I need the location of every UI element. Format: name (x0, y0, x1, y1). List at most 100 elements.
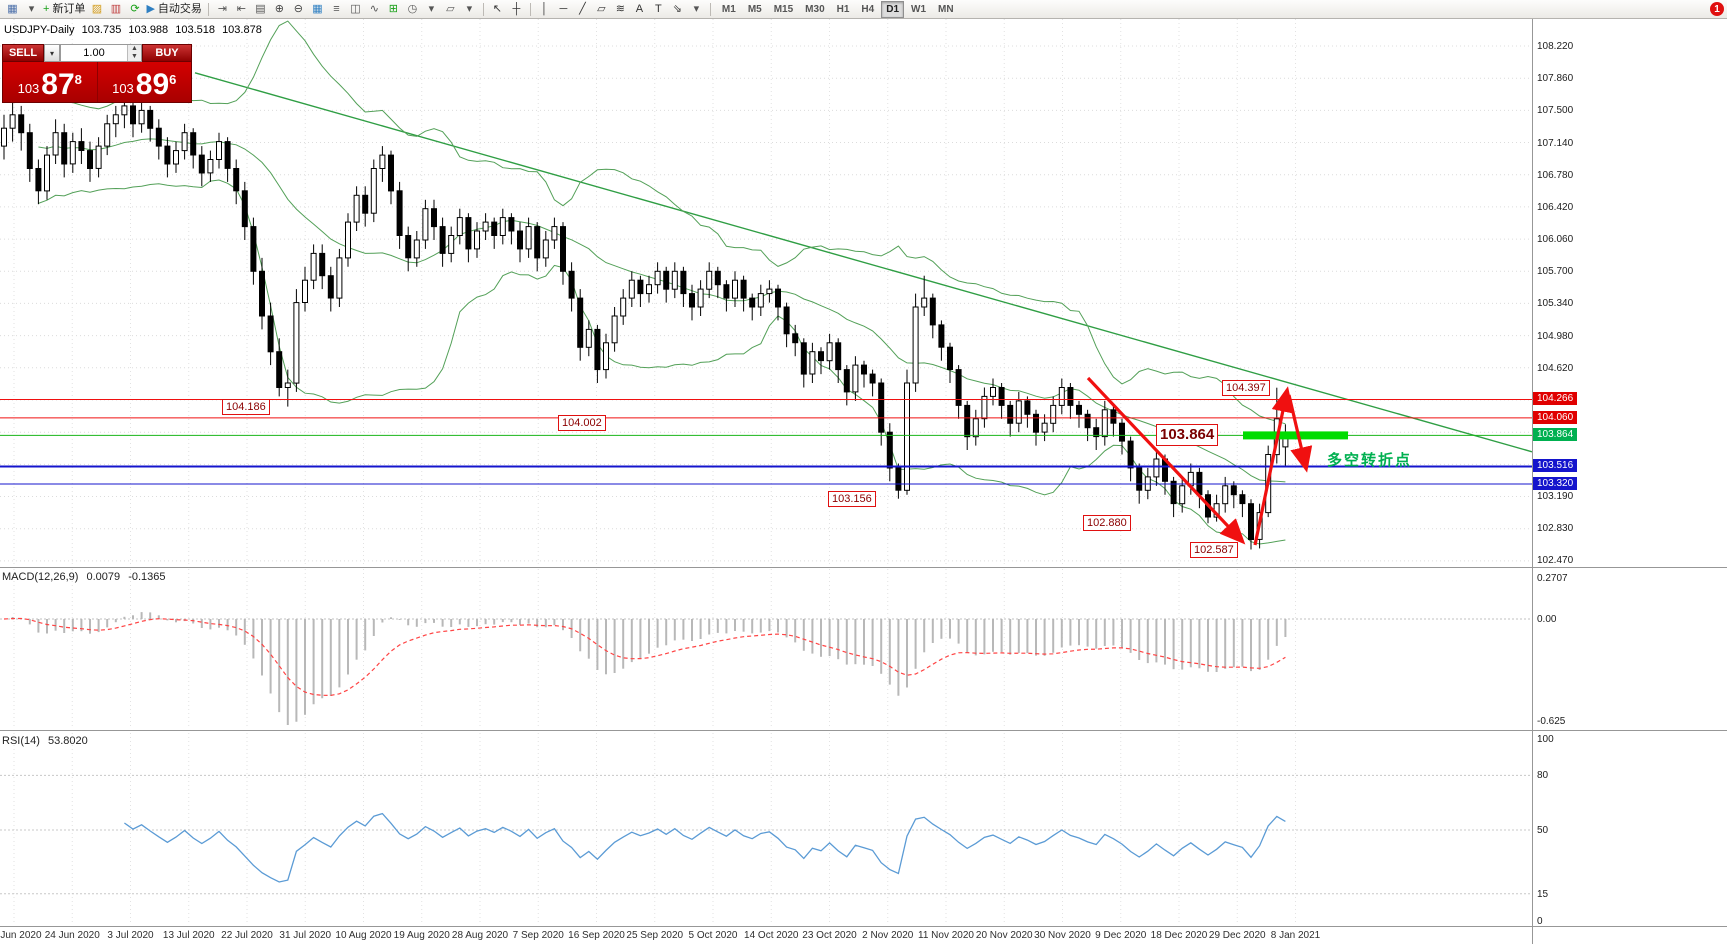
candle-body (78, 141, 85, 152)
periods-dropdown-icon[interactable]: ▾ (422, 2, 441, 17)
candle-body (1222, 485, 1229, 505)
candle (147, 105, 154, 142)
candle (947, 342, 953, 383)
label-icon[interactable]: T (649, 2, 668, 17)
candle (1153, 450, 1160, 486)
candle-body (732, 279, 738, 299)
crosshair-icon[interactable]: ┼ (507, 2, 526, 17)
date-axis-label: 29 Dec 2020 (1208, 930, 1266, 941)
one-click-trading-panel: SELL ▾ ▲ ▼ BUY 103 87 8 103 89 6 (2, 44, 192, 103)
price-axis-label: 102.470 (1537, 555, 1574, 566)
candle (921, 275, 928, 316)
trade-options-dropdown-icon[interactable]: ▾ (44, 44, 60, 62)
arrows-dropdown-icon[interactable]: ▾ (687, 2, 706, 17)
candle-body (95, 145, 102, 169)
text-icon[interactable]: A (630, 2, 649, 17)
new-order-button[interactable]: + 新订单 (41, 2, 87, 17)
candle (628, 271, 635, 307)
auto-trading-button[interactable]: ▶ 自动交易 (144, 2, 203, 17)
auto-refresh-icon[interactable]: ⟳ (125, 2, 144, 17)
new-window-icon[interactable]: ⊞ (384, 2, 403, 17)
candle (69, 132, 76, 173)
fibonacci-icon[interactable]: ≋ (611, 2, 630, 17)
candle-body (250, 226, 257, 272)
auto-scroll-icon[interactable]: ⇤ (232, 2, 251, 17)
bar-chart-icon[interactable]: ≡ (327, 2, 346, 17)
timeframe-button-mn[interactable]: MN (938, 3, 954, 15)
line-chart-icon[interactable]: ∿ (365, 2, 384, 17)
volume-up-icon[interactable]: ▲ (128, 45, 141, 53)
volume-down-icon[interactable]: ▼ (128, 53, 141, 61)
horizontal-line-icon[interactable]: ─ (554, 2, 573, 17)
timeframe-button-h1[interactable]: H1 (836, 3, 850, 15)
periods-icon[interactable]: ◷ (403, 2, 422, 17)
sell-price[interactable]: 103 87 8 (3, 62, 97, 102)
candle-body (714, 270, 721, 286)
candle-body (1050, 404, 1057, 424)
timeframe-button-m1[interactable]: M1 (721, 3, 736, 15)
timeframe-button-m30[interactable]: M30 (805, 3, 825, 15)
candle (1101, 400, 1108, 446)
trendline-icon[interactable]: ╱ (573, 2, 592, 17)
chart-shift-icon[interactable]: ⇥ (213, 2, 232, 17)
grid-toggle-icon[interactable]: ▤ (251, 2, 270, 17)
zoom-out-icon[interactable]: ⊖ (289, 2, 308, 17)
arrows-tool-icon[interactable]: ⇘ (668, 2, 687, 17)
timeframe-button-h4[interactable]: H4 (861, 3, 875, 15)
candle (456, 208, 463, 245)
zoom-in-icon[interactable]: ⊕ (270, 2, 289, 17)
candle (353, 186, 360, 231)
channel-icon: ▱ (597, 2, 606, 15)
tile-windows-icon[interactable]: ▦ (308, 2, 327, 17)
price-axis-badge: 103.516 (1533, 459, 1578, 472)
template-icon[interactable]: ▱ (441, 2, 460, 17)
candle (1282, 424, 1289, 467)
timeframe-button-w1[interactable]: W1 (911, 3, 927, 15)
candle (396, 181, 403, 249)
pane-separator[interactable] (0, 730, 1727, 731)
chart-list-dropdown-icon[interactable]: ▾ (22, 2, 41, 17)
template-dropdown-icon[interactable]: ▾ (460, 2, 479, 17)
candle (818, 347, 824, 375)
timeframe-button-m5[interactable]: M5 (747, 3, 762, 15)
date-axis-label: 15 Jun 2020 (0, 930, 42, 941)
cursor-icon[interactable]: ↖ (488, 2, 507, 17)
buy-price[interactable]: 103 89 6 (96, 62, 192, 102)
candle (198, 146, 205, 187)
candle (413, 231, 420, 267)
price-axis-badge: 103.864 (1533, 428, 1578, 441)
toolbox-icon[interactable]: ▨ (87, 2, 106, 17)
market-watch-icon[interactable]: ▥ (106, 2, 125, 17)
candle (465, 213, 472, 263)
highlight-zone-bar (1243, 431, 1348, 440)
chart-list-dropdown-icon: ▾ (28, 2, 35, 15)
timeframe-button-m15[interactable]: M15 (773, 3, 794, 15)
candle-body (1248, 503, 1254, 541)
candle-body (35, 168, 42, 192)
toolbar-separator (482, 2, 484, 16)
channel-icon[interactable]: ▱ (592, 2, 611, 17)
notification-badge[interactable]: 1 (1710, 2, 1724, 16)
volume-input[interactable] (61, 45, 127, 61)
toolbar-separator (709, 2, 711, 16)
candle-body (904, 382, 910, 491)
candle (18, 105, 25, 151)
new-chart-icon[interactable]: ▦ (3, 2, 22, 17)
candle (800, 338, 807, 388)
candle (1239, 490, 1246, 518)
candle-body (1093, 427, 1100, 438)
buy-button[interactable]: BUY (142, 44, 192, 62)
sell-button[interactable]: SELL (2, 44, 44, 62)
volume-stepper[interactable]: ▲ ▼ (127, 45, 141, 61)
vertical-line-icon[interactable]: │ (535, 2, 554, 17)
candle (293, 289, 300, 392)
timeframe-button-d1[interactable]: D1 (881, 0, 905, 18)
candle-body (190, 132, 197, 156)
price-label-box: 102.587 (1190, 542, 1238, 558)
pane-separator[interactable] (0, 567, 1727, 568)
candlestick-chart-icon[interactable]: ◫ (346, 2, 365, 17)
macd-signal-line (3, 617, 1286, 697)
candle-body (327, 275, 334, 299)
candle-body (594, 328, 601, 371)
